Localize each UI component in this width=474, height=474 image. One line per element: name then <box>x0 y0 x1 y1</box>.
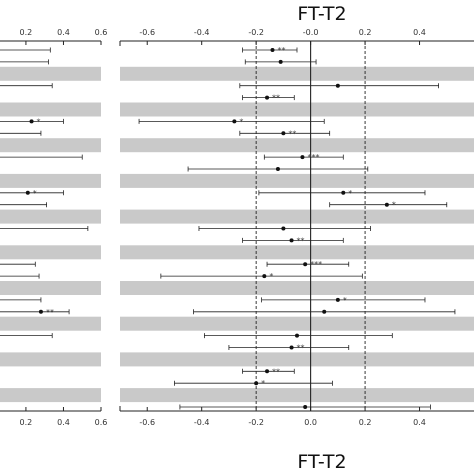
tick-label-top: 0.4 <box>57 28 70 37</box>
band-row <box>0 281 101 295</box>
band-row <box>0 209 101 224</box>
tick-label-bottom: 0.4 <box>413 418 426 427</box>
band-row <box>0 316 101 331</box>
significance-stars: * <box>37 117 41 126</box>
point-estimate <box>384 202 389 207</box>
left-forest-panel: 0.20.20.40.40.60.6**** <box>0 28 107 427</box>
significance-stars: * <box>343 296 347 305</box>
significance-stars: ** <box>297 236 305 245</box>
point-estimate <box>341 190 346 195</box>
panel-title-top: FT-T2 <box>297 3 346 25</box>
tick-label-bottom: 0.4 <box>57 418 70 427</box>
point-estimate <box>281 226 286 231</box>
tick-label-bottom: 0.2 <box>20 418 33 427</box>
right-forest-panel: -0.6 -0.6 -0.4 -0.4 -0.2 -0.2 -0.0 0.0 0.2 0.2 0.4… <box>119 28 474 427</box>
tick-label-top: -0.0 <box>303 28 319 37</box>
point-estimate <box>25 190 30 195</box>
band-row <box>0 245 101 260</box>
tick-label-top: 0.2 <box>359 28 372 37</box>
tick-label-bottom: -0.6 <box>139 418 155 427</box>
tick-label-top: -0.2 <box>248 28 264 37</box>
band-row <box>0 352 101 367</box>
point-estimate <box>270 48 275 52</box>
band-row <box>120 388 474 403</box>
band-row <box>0 173 101 188</box>
point-estimate <box>300 155 305 160</box>
point-estimate <box>289 345 294 350</box>
tick-label-top: 0.2 <box>20 28 33 37</box>
point-estimate <box>281 131 286 136</box>
significance-stars: ** <box>272 367 280 376</box>
significance-stars: *** <box>307 153 319 162</box>
point-estimate <box>265 95 270 100</box>
point-estimate <box>278 59 283 64</box>
point-estimate <box>232 119 237 124</box>
tick-label-bottom: -0.4 <box>194 418 210 427</box>
point-estimate <box>262 274 267 279</box>
significance-stars: * <box>269 272 273 281</box>
band-row <box>0 388 101 403</box>
band-row <box>0 66 101 81</box>
point-estimate <box>38 309 43 314</box>
point-estimate <box>303 405 308 409</box>
band-row <box>0 138 101 153</box>
significance-stars: * <box>261 379 265 388</box>
significance-stars: ** <box>297 344 305 353</box>
tick-label-bottom: -0.2 <box>248 418 264 427</box>
band-row <box>120 173 474 188</box>
tick-label-top: -0.4 <box>194 28 210 37</box>
point-estimate <box>303 262 308 267</box>
point-estimate <box>335 297 340 302</box>
point-estimate <box>275 167 280 171</box>
point-estimate <box>29 119 34 124</box>
significance-stars: * <box>348 189 352 198</box>
tick-label-bottom: 0.0 <box>304 418 317 427</box>
tick-label-top: 0.4 <box>413 28 426 37</box>
band-row <box>120 138 474 153</box>
band-row <box>120 102 474 117</box>
significance-stars: * <box>392 201 396 210</box>
point-estimate <box>289 238 294 243</box>
significance-stars: ** <box>277 46 285 55</box>
band-row <box>0 102 101 117</box>
significance-stars: *** <box>310 260 322 269</box>
point-estimate <box>254 381 259 386</box>
point-estimate <box>322 309 327 314</box>
band-row <box>120 281 474 295</box>
significance-stars: ** <box>288 129 296 138</box>
tick-label-top: 0.6 <box>95 28 108 37</box>
significance-stars: ** <box>272 94 280 103</box>
point-estimate <box>335 83 340 88</box>
band-row <box>120 316 474 331</box>
tick-label-bottom: 0.6 <box>95 418 108 427</box>
significance-stars: ** <box>46 308 54 317</box>
band-row <box>120 66 474 81</box>
point-estimate <box>295 333 299 338</box>
point-estimate <box>265 369 270 374</box>
tick-label-bottom: 0.2 <box>359 418 372 427</box>
x-axis-label-bottom: FT-T2 <box>297 451 346 473</box>
band-row <box>120 352 474 367</box>
tick-label-top: -0.6 <box>139 28 155 37</box>
band-row <box>120 245 474 260</box>
significance-stars: * <box>239 117 243 126</box>
band-row <box>120 209 474 224</box>
significance-stars: * <box>33 189 37 198</box>
